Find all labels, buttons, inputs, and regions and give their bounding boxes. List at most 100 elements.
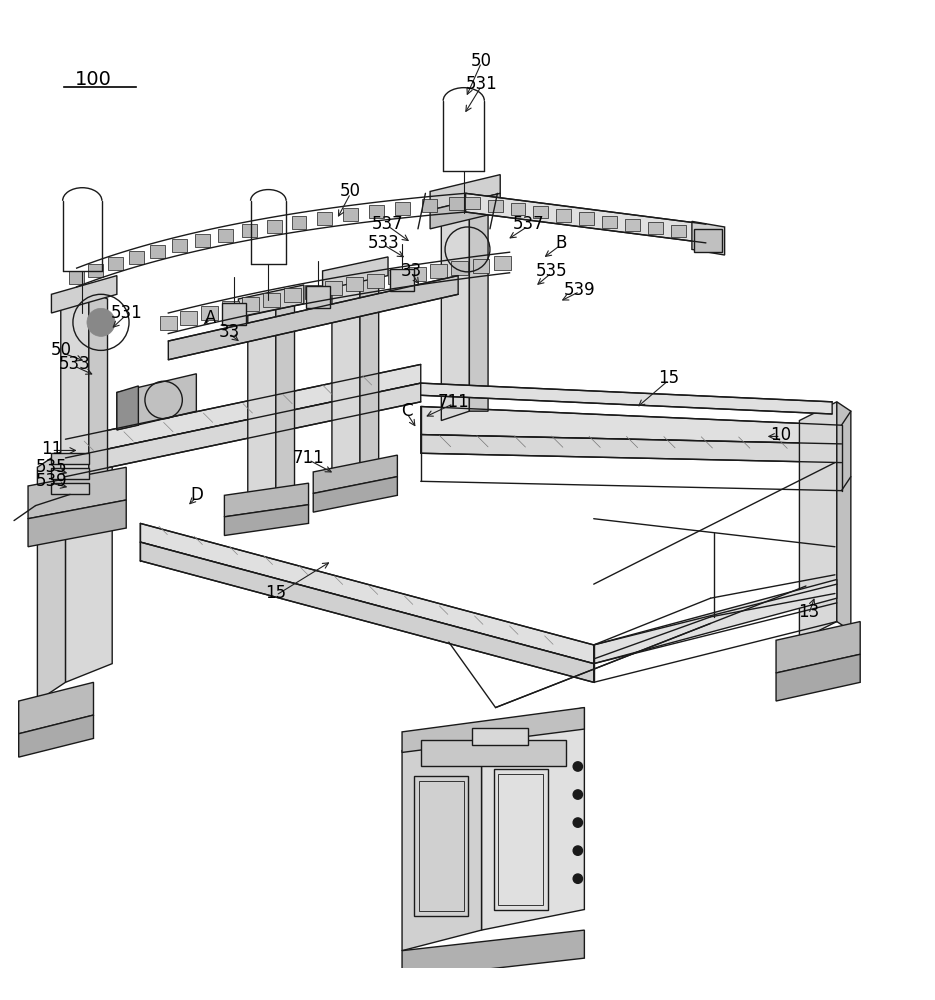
Polygon shape [37, 449, 65, 701]
Polygon shape [140, 542, 594, 682]
Bar [422, 199, 437, 212]
Polygon shape [360, 266, 379, 467]
Polygon shape [323, 257, 388, 290]
Polygon shape [117, 374, 196, 430]
Bar [396, 202, 410, 215]
Bar [343, 208, 358, 221]
Text: 537: 537 [512, 215, 544, 233]
Bar [367, 274, 384, 288]
Polygon shape [224, 483, 309, 517]
Polygon shape [65, 364, 421, 458]
Bar [283, 288, 300, 302]
Text: 535: 535 [536, 262, 568, 280]
Bar [292, 216, 307, 229]
Polygon shape [65, 430, 112, 682]
Text: 13: 13 [798, 603, 819, 621]
Bar [172, 239, 187, 252]
Bar [579, 212, 595, 225]
Polygon shape [430, 193, 500, 229]
Bar [108, 257, 123, 270]
Bar [222, 301, 238, 315]
Bar [414, 776, 468, 916]
Text: 533: 533 [367, 234, 399, 252]
Bar [51, 453, 89, 464]
Text: 50: 50 [50, 341, 71, 359]
Polygon shape [61, 290, 89, 491]
Bar [409, 267, 425, 281]
Circle shape [573, 874, 583, 883]
Bar [430, 264, 447, 278]
Bar [498, 774, 543, 905]
Text: 539: 539 [36, 472, 67, 490]
Circle shape [573, 846, 583, 855]
Text: 711: 711 [293, 449, 324, 467]
Polygon shape [28, 500, 126, 547]
Bar [472, 728, 528, 745]
Bar [218, 229, 233, 242]
Polygon shape [117, 386, 138, 430]
Bar [533, 206, 548, 218]
Bar [494, 769, 548, 910]
Polygon shape [799, 402, 837, 640]
Bar [306, 286, 330, 308]
Polygon shape [441, 191, 469, 421]
Bar [419, 780, 464, 911]
Polygon shape [421, 383, 832, 414]
Polygon shape [28, 467, 126, 519]
Bar [421, 740, 566, 766]
Bar [472, 259, 489, 273]
Polygon shape [466, 193, 706, 243]
Text: 711: 711 [438, 393, 469, 411]
Polygon shape [89, 290, 108, 481]
Text: 50: 50 [471, 52, 492, 70]
Polygon shape [51, 276, 117, 313]
Bar [388, 270, 405, 284]
Text: 15: 15 [658, 369, 679, 387]
Bar [671, 225, 686, 237]
Polygon shape [65, 383, 421, 477]
Polygon shape [692, 221, 725, 255]
Bar [465, 197, 480, 209]
Bar [222, 303, 246, 325]
Circle shape [573, 818, 583, 827]
Polygon shape [168, 276, 458, 360]
Bar [305, 285, 322, 299]
Bar [556, 209, 571, 222]
Bar [488, 200, 503, 212]
Bar [449, 197, 464, 210]
Bar [51, 483, 89, 494]
Polygon shape [402, 930, 584, 979]
Text: 531: 531 [466, 75, 497, 93]
Polygon shape [402, 708, 584, 752]
Text: B: B [555, 234, 567, 252]
Bar [390, 269, 414, 291]
Text: 533: 533 [59, 355, 91, 373]
Polygon shape [140, 523, 594, 664]
Bar [201, 306, 218, 320]
Bar [494, 256, 511, 270]
Polygon shape [224, 505, 309, 536]
Circle shape [573, 790, 583, 799]
Text: 531: 531 [110, 304, 142, 322]
Bar [180, 311, 197, 325]
Polygon shape [421, 435, 842, 463]
Bar [129, 251, 144, 264]
Text: D: D [190, 486, 203, 504]
Polygon shape [776, 622, 860, 673]
Text: 539: 539 [564, 281, 596, 299]
Circle shape [573, 762, 583, 771]
Bar [648, 222, 663, 234]
Text: C: C [401, 402, 412, 420]
Text: 100: 100 [75, 70, 112, 89]
Bar [88, 264, 103, 277]
Bar [317, 212, 332, 225]
Text: 537: 537 [372, 215, 404, 233]
Bar [266, 220, 281, 233]
Bar [625, 219, 640, 231]
Bar [602, 216, 617, 228]
Polygon shape [332, 266, 360, 477]
Text: 10: 10 [770, 426, 791, 444]
Bar [51, 468, 89, 479]
Polygon shape [594, 579, 837, 664]
Polygon shape [248, 294, 276, 500]
